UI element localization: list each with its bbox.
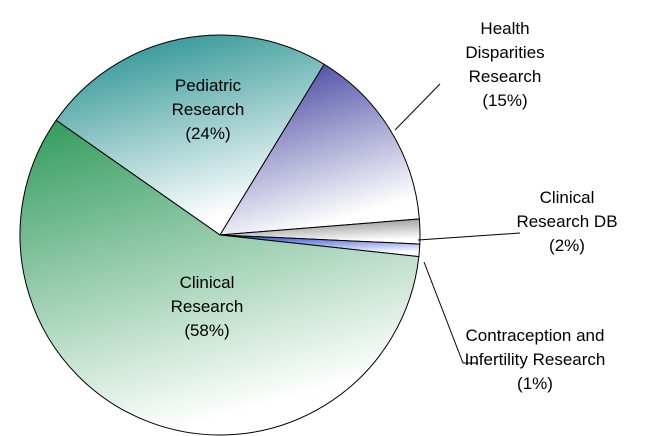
value-label: (58%)	[184, 321, 230, 340]
slice-label: Health Disparities Research (15%)	[445, 17, 565, 113]
leader-line	[394, 83, 441, 131]
value-label: (24%)	[185, 124, 231, 143]
slice-label: Clinical Research (58%)	[147, 271, 267, 343]
category-label: Health Disparities Research	[465, 19, 545, 86]
value-label: (1%)	[517, 374, 553, 393]
slice-label: Contraception and Infertility Research (1…	[460, 324, 610, 396]
pie-slice	[219, 63, 420, 236]
category-label: Clinical Research DB	[516, 188, 618, 231]
slice-label: Clinical Research DB (2%)	[502, 186, 632, 258]
category-label: Clinical Research	[170, 273, 244, 316]
value-label: (2%)	[549, 236, 585, 255]
slice-label: Pediatric Research (24%)	[153, 74, 263, 146]
leader-line	[417, 232, 521, 241]
pie-slice	[19, 119, 420, 436]
pie-slice	[55, 34, 325, 236]
leader-line	[423, 261, 478, 364]
category-label: Pediatric Research	[171, 76, 245, 119]
value-label: (15%)	[482, 91, 528, 110]
category-label: Contraception and Infertility Research	[464, 326, 606, 369]
